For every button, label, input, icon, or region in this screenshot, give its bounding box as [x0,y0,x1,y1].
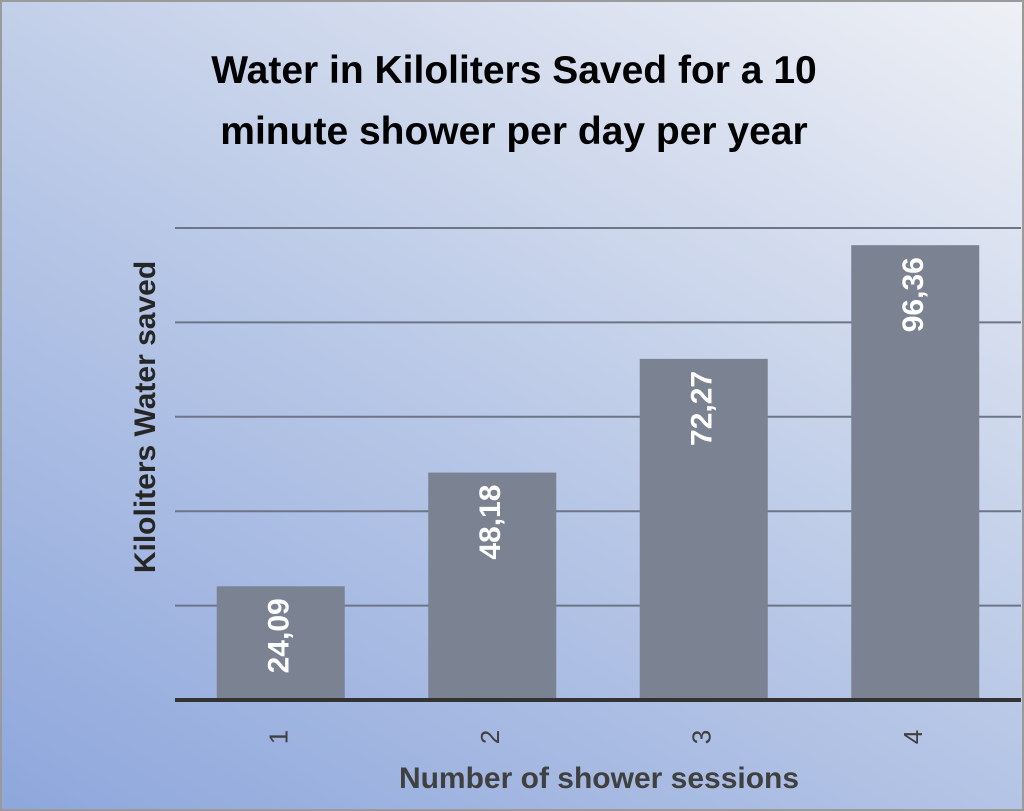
x-tick-label: 3 [687,730,717,744]
data-label: 96,36 [897,257,930,332]
y-axis-label: Kiloliters Water saved [129,261,162,573]
bar [639,358,768,700]
bar [216,586,345,700]
data-label: 72,27 [686,371,719,446]
x-tick-label: 2 [475,730,505,744]
x-axis-label: Number of shower sessions [399,762,799,795]
x-tick-label: 4 [898,730,928,744]
bar [428,472,557,700]
data-label: 48,18 [474,485,507,560]
data-label: 24,09 [263,598,296,673]
bar [851,245,980,701]
x-tick-label: 1 [264,730,294,744]
chart-title: Water in Kiloliters Saved for a 10 minut… [211,49,817,153]
